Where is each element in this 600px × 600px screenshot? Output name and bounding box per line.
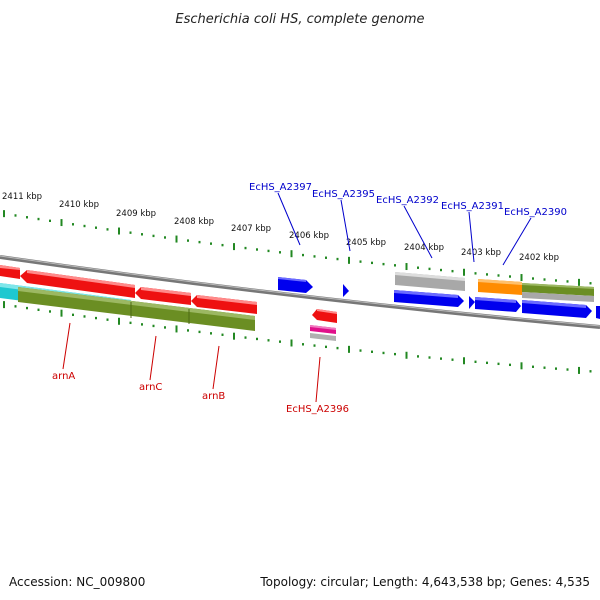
gene-block-blue-edge <box>596 306 600 319</box>
gene-block-orange <box>478 279 522 295</box>
gene-arrow-arna <box>20 270 135 298</box>
gene-block-olive-right <box>522 283 594 302</box>
accession-text: Accession: NC_009800 <box>9 575 145 589</box>
gene-arrow-arnb <box>191 295 257 314</box>
label-echs-a2391: EcHS_A2391 <box>441 201 504 212</box>
scale-ticks-inner <box>3 301 592 374</box>
scale-ticks-outer <box>3 210 592 286</box>
scale-label: 2411 kbp <box>2 192 42 202</box>
forward-label-leaders <box>277 192 532 266</box>
scale-label: 2409 kbp <box>116 209 156 219</box>
topology-text: Topology: circular; Length: 4,643,538 bp… <box>259 575 590 589</box>
gene-block-magenta <box>310 325 336 334</box>
reverse-labels: arnA arnC arnB EcHS_A2396 <box>52 371 349 415</box>
genome-backbone <box>0 255 600 329</box>
gene-block-grey-small <box>310 333 336 341</box>
label-echs-a2396: EcHS_A2396 <box>286 404 349 415</box>
label-arna: arnA <box>52 371 75 382</box>
label-arnc: arnC <box>139 382 162 393</box>
label-arnb: arnB <box>202 391 225 402</box>
scale-label: 2405 kbp <box>346 238 386 248</box>
gene-arrow-echs-a2392 <box>394 290 464 307</box>
scale-label: 2407 kbp <box>231 224 271 234</box>
label-echs-a2395: EcHS_A2395 <box>312 189 375 200</box>
gene-band-olive <box>18 287 255 331</box>
scale-label: 2402 kbp <box>519 253 559 263</box>
gene-arrow-echs-a2390 <box>522 300 592 318</box>
scale-label: 2408 kbp <box>174 217 214 227</box>
gene-arrow-small-blue <box>469 296 475 309</box>
label-echs-a2390: EcHS_A2390 <box>504 207 567 218</box>
reverse-label-leaders <box>62 322 321 403</box>
scale-label: 2410 kbp <box>59 200 99 210</box>
gene-arrow-echs-a2397 <box>278 277 313 293</box>
gene-block-grey <box>395 272 465 291</box>
label-echs-a2397: EcHS_A2397 <box>249 182 312 193</box>
scale-labels: 2411 kbp 2410 kbp 2409 kbp 2408 kbp 2407… <box>2 192 559 263</box>
forward-labels: EcHS_A2397 EcHS_A2395 EcHS_A2392 EcHS_A2… <box>249 182 567 218</box>
scale-label: 2406 kbp <box>289 231 329 241</box>
label-echs-a2392: EcHS_A2392 <box>376 195 439 206</box>
gene-arrow-red <box>0 265 20 279</box>
gene-arrow-echs-a2395 <box>343 284 349 297</box>
scale-label: 2404 kbp <box>404 243 444 253</box>
gene-arrow-echs-a2391 <box>475 297 521 312</box>
genome-backbone-highlight <box>0 255 600 327</box>
gene-arrow-echs-a2396 <box>312 309 337 323</box>
genome-title: Escherichia coli HS, complete genome <box>175 12 424 27</box>
gene-arrow-arnc <box>135 287 191 305</box>
scale-label: 2403 kbp <box>461 248 501 258</box>
